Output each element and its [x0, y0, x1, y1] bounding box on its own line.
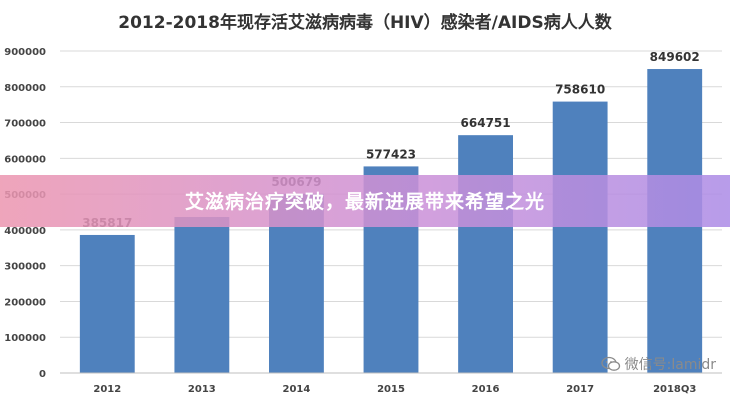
data-label: 664751 — [461, 116, 511, 130]
x-tick-label: 2016 — [472, 384, 500, 395]
y-tick-label: 300000 — [4, 262, 46, 273]
bar-2016 — [458, 135, 513, 373]
y-tick-label: 700000 — [4, 119, 46, 130]
y-tick-label: 400000 — [4, 226, 46, 237]
x-tick-label: 2014 — [283, 384, 311, 395]
x-tick-label: 2017 — [566, 384, 594, 395]
y-tick-label: 600000 — [4, 154, 46, 165]
bar-2013 — [174, 217, 230, 373]
data-label: 758610 — [555, 83, 605, 97]
x-tick-label: 2013 — [188, 384, 216, 395]
headline-banner: 艾滋病治疗突破，最新进展带来希望之光 — [0, 175, 730, 227]
x-tick-label: 2018Q3 — [653, 384, 696, 395]
data-label: 849602 — [650, 50, 700, 64]
x-tick-label: 2012 — [93, 384, 121, 395]
wechat-icon — [600, 356, 620, 371]
chart-title: 2012-2018年现存活艾滋病病毒（HIV）感染者/AIDS病人人数 — [118, 13, 612, 33]
data-label: 577423 — [366, 147, 416, 161]
y-tick-label: 100000 — [4, 333, 46, 344]
banner-text: 艾滋病治疗突破，最新进展带来希望之光 — [184, 191, 545, 213]
watermark-text: 微信号:lamidr — [624, 357, 716, 373]
y-tick-label: 900000 — [4, 47, 46, 58]
x-tick-label: 2015 — [377, 384, 405, 395]
bar-2017 — [552, 101, 608, 374]
y-tick-label: 0 — [39, 369, 46, 380]
y-tick-label: 200000 — [4, 297, 46, 308]
watermark: 微信号:lamidr — [600, 354, 716, 374]
bar-2012 — [79, 234, 135, 373]
y-tick-label: 800000 — [4, 83, 46, 94]
